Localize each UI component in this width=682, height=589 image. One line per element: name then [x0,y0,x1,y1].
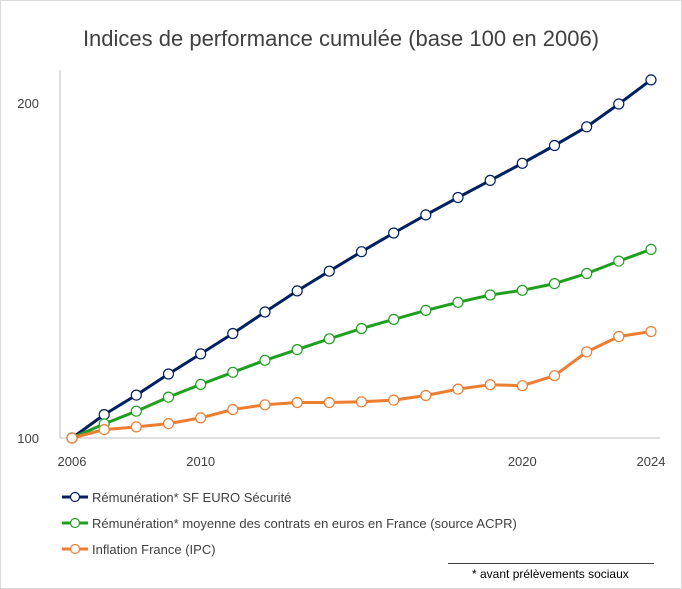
data-point-s0-2009 [162,368,175,380]
data-point-s2-2015 [355,396,368,408]
data-point-s1-2012 [259,354,271,366]
data-point-s2-2014 [323,396,335,409]
legend-label: Inflation France (IPC) [92,541,216,557]
data-point-s2-2024 [645,325,657,338]
data-point-s1-2021 [548,278,561,290]
x-tick-label: 2020 [508,454,537,469]
data-point-s1-2010 [195,378,207,390]
data-point-s0-2012 [259,306,271,318]
data-point-s2-2006 [66,432,78,444]
data-point-s0-2022 [581,121,593,133]
x-tick-label: 2006 [58,454,87,469]
data-point-s1-2024 [645,243,657,255]
footnote-rule [448,563,654,564]
data-point-s2-2016 [388,394,400,406]
data-point-s0-2016 [388,227,400,239]
y-tick-label: 200 [17,96,39,111]
data-point-s0-2017 [420,209,432,221]
data-point-s2-2007 [98,424,110,436]
series-layer [66,74,657,444]
data-point-s2-2018 [452,383,464,395]
data-point-s1-2019 [484,289,496,301]
data-point-s2-2012 [259,399,271,411]
data-point-s0-2023 [613,98,625,110]
legend-swatch-icon [62,543,88,555]
data-point-s0-2019 [484,174,496,186]
data-point-s2-2022 [581,346,593,358]
chart-title: Indices de performance cumulée (base 100… [82,26,600,51]
legend-label: Rémunération* SF EURO Sécurité [92,489,292,505]
data-point-s1-2017 [420,304,432,316]
data-point-s2-2013 [291,396,303,409]
data-point-s0-2008 [130,389,142,401]
data-point-s2-2010 [195,412,207,424]
data-point-s0-2013 [291,285,303,297]
data-point-s2-2017 [420,389,432,402]
data-point-s0-2014 [323,265,335,277]
y-tick-label: 100 [17,431,39,446]
series-line-2 [71,330,652,440]
data-point-s0-2024 [645,74,657,86]
data-point-s1-2014 [323,333,335,345]
legend: Rémunération* SF EURO Sécurité Rémunérati… [60,484,517,562]
data-point-s0-2020 [516,157,528,169]
legend-item-1: Rémunération* moyenne des contrats en eu… [60,510,517,536]
data-point-s1-2015 [355,322,368,335]
data-point-s2-2020 [516,380,528,392]
data-point-s0-2015 [355,246,368,258]
data-point-s2-2021 [548,370,561,382]
data-point-s1-2008 [130,405,142,417]
data-point-s1-2011 [227,366,239,378]
data-point-s0-2010 [195,348,207,360]
data-point-s1-2020 [516,284,528,296]
data-point-s1-2018 [452,296,464,308]
data-point-s1-2016 [388,313,400,325]
legend-item-0: Rémunération* SF EURO Sécurité [60,484,517,510]
data-point-s2-2023 [613,330,625,343]
tick-layer: 2006 2010 2020 2024 100 200 [17,96,665,469]
x-tick-label: 2024 [637,454,666,469]
footnote: * avant prélèvements sociaux [472,567,629,581]
data-point-s1-2009 [162,391,175,403]
legend-swatch-icon [62,491,88,503]
data-point-s1-2013 [291,344,303,356]
data-point-s0-2021 [548,139,561,152]
data-point-s2-2008 [130,421,142,433]
data-point-s2-2009 [162,418,175,430]
data-point-s1-2023 [613,255,625,267]
series-line-1 [71,247,652,440]
legend-label: Rémunération* moyenne des contrats en eu… [92,515,517,531]
x-tick-label: 2010 [186,454,215,469]
data-point-s0-2011 [227,327,239,340]
data-point-s2-2019 [484,379,496,391]
legend-item-2: Inflation France (IPC) [60,536,517,562]
series-line-0 [71,78,652,440]
data-point-s0-2018 [452,191,464,204]
data-point-s2-2011 [227,403,239,416]
data-point-s1-2022 [581,267,593,280]
data-point-s0-2007 [98,409,110,421]
legend-swatch-icon [62,517,88,529]
